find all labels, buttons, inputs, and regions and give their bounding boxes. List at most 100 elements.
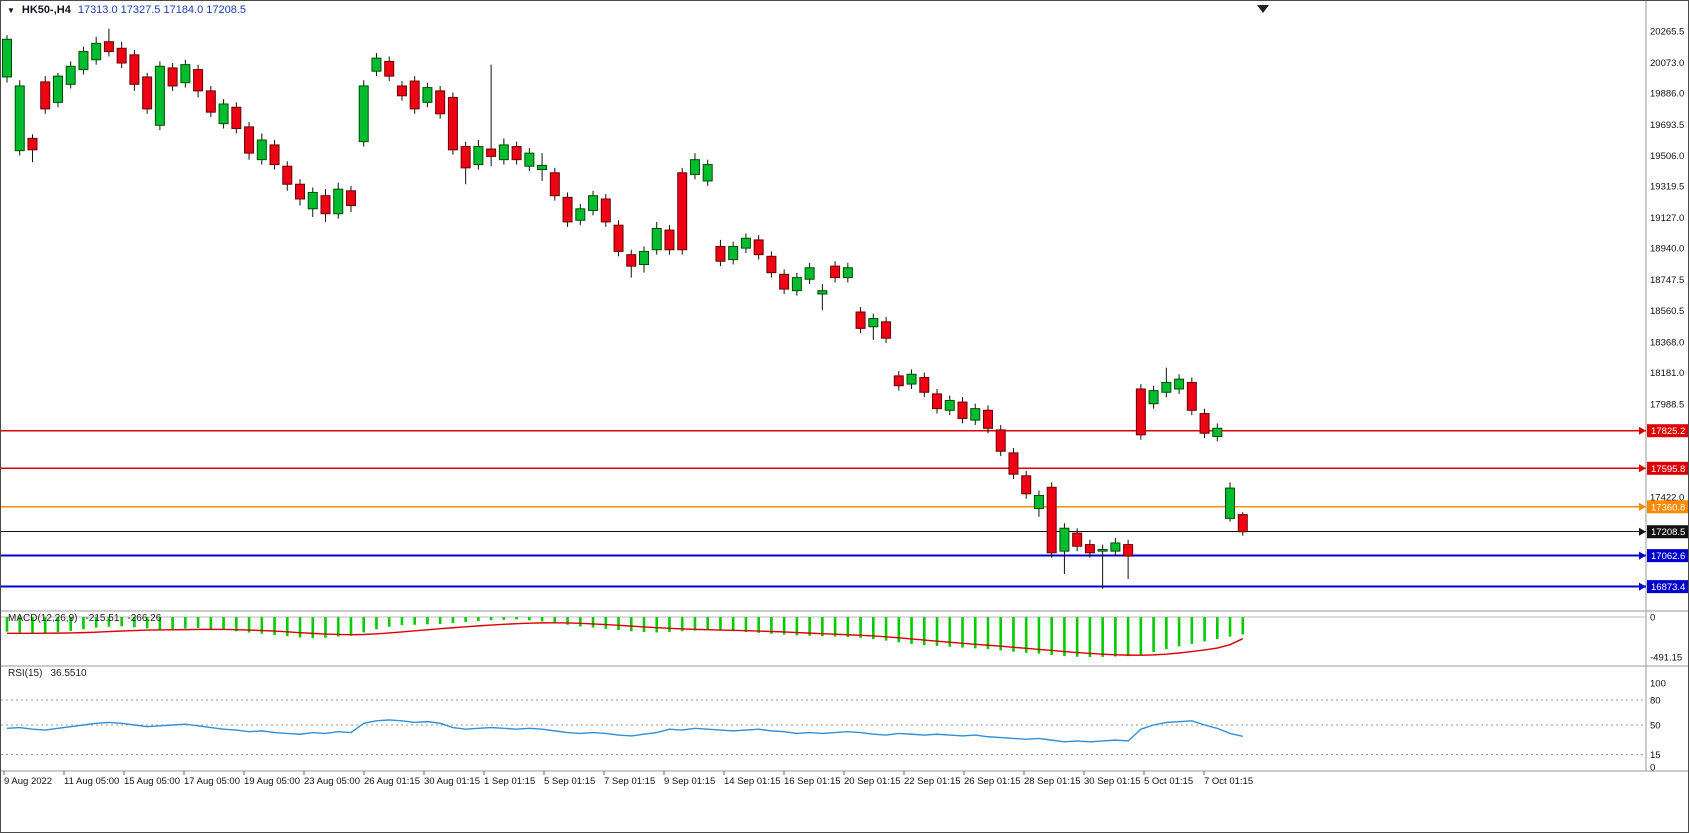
price-tag-17825.2 [1647,424,1688,438]
rsi-label-row: RSI(15) 36.5510 [8,668,87,679]
price-tag-17208.5 [1647,525,1688,539]
candle [269,144,280,166]
candle [766,255,777,274]
candle [129,54,140,85]
time-axis-label: 26 Sep 01:15 [964,776,1021,787]
candle [995,429,1006,452]
price-tick-label: 19886.0 [1650,89,1684,100]
candle [358,85,369,143]
price-tag-label: 17062.6 [1651,551,1685,562]
candle [932,393,943,410]
price-tick-label: 18560.5 [1650,306,1684,317]
candle [1110,542,1121,552]
candle [1225,487,1236,519]
candle [715,245,726,262]
candle [740,237,751,249]
candle [1021,475,1032,495]
candle [256,139,267,161]
macd-signal-line [7,622,1244,656]
candle [27,137,38,151]
candle [613,224,624,252]
rsi-level-label: 80 [1650,695,1661,706]
level-arrow [1639,551,1646,560]
candle [804,267,815,280]
level-arrow [1639,527,1646,536]
rsi-value: 36.5510 [50,668,87,679]
time-axis-label: 7 Sep 01:15 [604,776,655,787]
time-axis-label: 7 Oct 01:15 [1204,776,1253,787]
candle [1174,378,1185,390]
candle [881,321,892,339]
time-axis-label: 9 Sep 01:15 [664,776,715,787]
candle [779,273,790,290]
price-tag-label: 17360.8 [1651,502,1685,513]
time-axis-label: 26 Aug 01:15 [364,776,420,787]
candle [830,265,841,279]
candle [473,146,484,166]
chart-header: ▼ HK50-,H4 17313.0 17327.5 17184.0 17208… [7,4,246,16]
candle [1199,413,1210,434]
candle [982,409,993,429]
candle [868,318,879,328]
time-axis-label: 30 Sep 01:15 [1084,776,1141,787]
candle [2,38,12,78]
symbol-dropdown-arrow[interactable]: ▼ [7,5,15,15]
candle [498,144,509,161]
price-tick-label: 18747.5 [1650,275,1684,286]
candle [193,69,204,92]
time-axis-label: 1 Sep 01:15 [484,776,535,787]
symbol-period-title: HK50-,H4 [21,4,71,16]
candle [957,401,968,419]
candle [524,152,535,167]
candle [231,106,242,130]
price-tick-label: 18940.0 [1650,244,1684,255]
price-tick-label: 19127.0 [1650,213,1684,224]
time-axis-label: 23 Aug 05:00 [304,776,360,787]
price-tick-label: 20073.0 [1650,58,1684,69]
candle [1212,427,1223,437]
candle [1097,549,1108,552]
candle [435,90,446,115]
candle [116,47,127,64]
price-tag-label: 16873.4 [1651,582,1685,593]
time-axis-label: 11 Aug 05:00 [64,776,119,787]
candle [549,172,560,197]
time-axis-label: 30 Aug 01:15 [424,776,480,787]
time-axis-label: 15 Aug 05:00 [124,776,180,787]
price-tick-label: 19693.5 [1650,120,1684,131]
candle [626,254,637,267]
macd-label: MACD(12,26,9) [8,613,78,624]
candle [677,172,688,251]
candle [906,373,917,385]
rsi-level-label: 0 [1650,763,1655,774]
candle [40,81,51,110]
candle [486,148,497,157]
candle [664,229,675,251]
candle [1084,544,1095,554]
price-tick-label: 18181.0 [1650,368,1684,379]
price-tag-label: 17825.2 [1651,426,1685,437]
candle [205,90,216,113]
candle [371,57,382,72]
rsi-level-label: 100 [1650,679,1666,690]
candle [588,195,599,211]
price-tag-label: 17208.5 [1651,527,1685,538]
candle [1135,388,1146,436]
price-tick-label: 19319.5 [1650,181,1684,192]
candle [167,67,178,87]
candle [1059,527,1070,552]
candle [689,159,700,175]
price-tag-17595.8 [1647,461,1688,475]
candle [651,227,662,251]
candle [422,87,433,103]
candle [65,65,76,85]
time-axis-label: 20 Sep 01:15 [844,776,901,787]
candle [944,399,955,411]
price-tick-label: 17422.0 [1650,492,1684,503]
level-arrow [1639,502,1646,511]
time-axis-label: 9 Aug 2022 [4,776,52,787]
candle [600,198,611,223]
time-axis-label: 5 Sep 01:15 [544,776,595,787]
candle [1008,452,1019,475]
